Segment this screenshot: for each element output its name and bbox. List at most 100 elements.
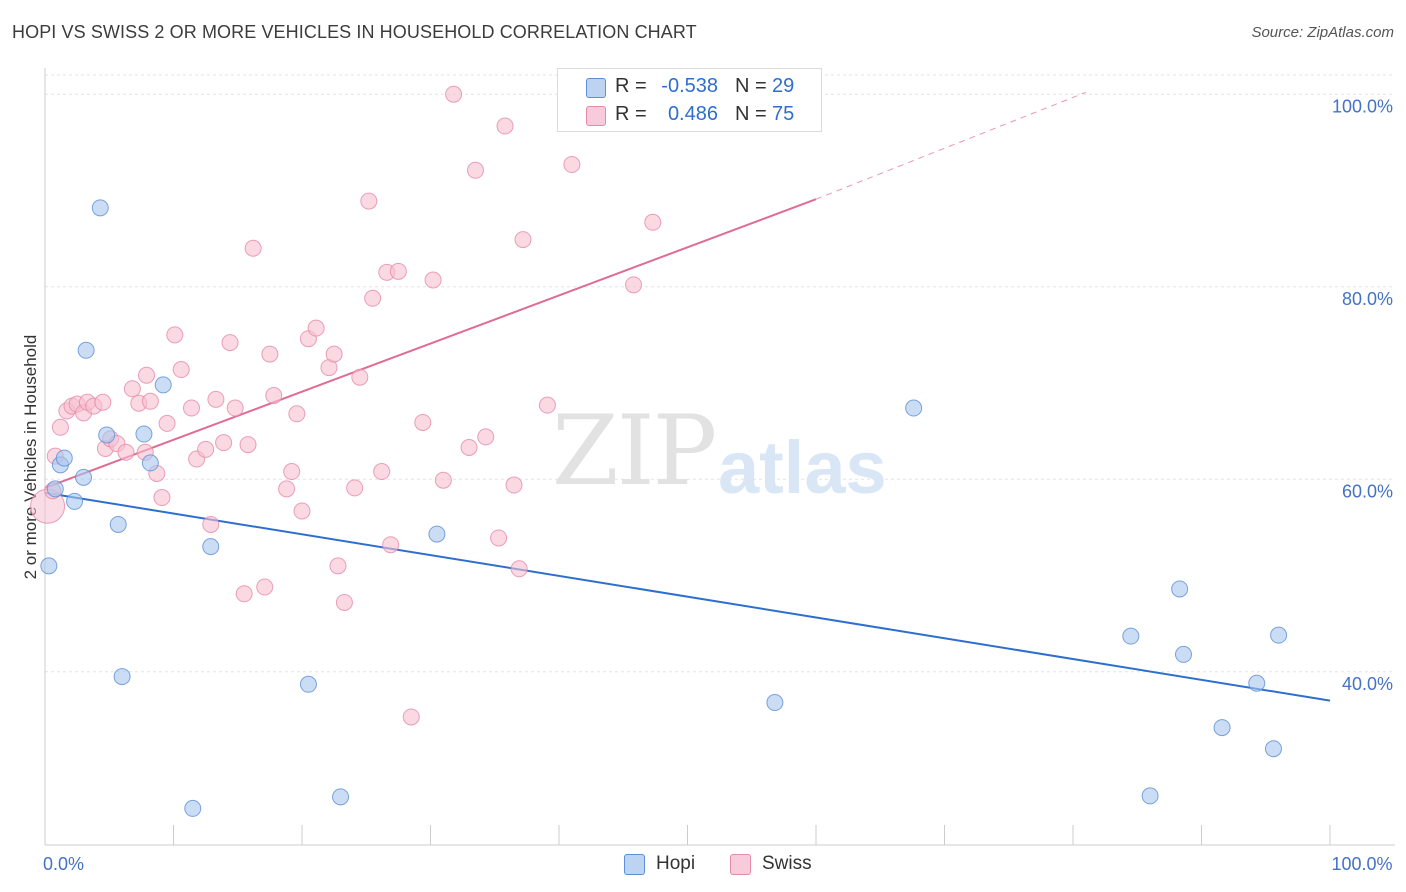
swiss-point [625,276,643,294]
hopi-point [1141,787,1159,805]
hopi-point [109,515,127,533]
legend-r-label: R = [615,75,647,97]
swiss-point [414,413,432,431]
hopi-point [1248,674,1266,692]
swiss-point [141,392,159,410]
swiss-point [288,405,306,423]
hopi-point [40,557,58,575]
correlation-legend: R = -0.538 N = 29 R = 0.486 N = 75 [557,68,822,132]
x-tick-label: 0.0% [43,854,84,874]
hopi-legend-label: Hopi [656,853,696,874]
hopi-point [1270,626,1288,644]
swiss-point [307,319,325,337]
swiss-point [445,85,463,103]
swiss-swatch-icon [586,106,606,126]
hopi-point [1122,627,1140,645]
swiss-point [166,326,184,344]
hopi-point [202,538,220,556]
swiss-point [364,289,382,307]
swiss-point [402,708,420,726]
legend-r-value: -0.538 [661,75,718,97]
watermark-zip: ZIP [552,395,717,507]
swiss-point [382,536,400,554]
legend-n-label: N = [735,75,767,97]
swiss-point [563,156,581,174]
hopi-point [66,492,84,510]
tick-labels: 40.0% 60.0% 80.0% 100.0% 0.0% 100.0% [43,96,1393,874]
legend-n-value: 75 [772,103,795,125]
hopi-point [135,425,153,443]
swiss-point [490,529,508,547]
swiss-point [158,414,176,432]
swiss-point [293,502,311,520]
swiss-point [226,399,244,417]
swiss-point [644,213,662,231]
swiss-point [51,418,69,436]
hopi-point [141,454,159,472]
hopi-point [1171,580,1189,598]
swiss-point [278,480,296,498]
legend-r-label: R = [615,103,647,125]
swiss-point [389,262,407,280]
swiss-point [505,476,523,494]
swiss-point [182,399,200,417]
swiss-point [239,436,257,454]
swiss-point [373,463,391,481]
trend-lines [44,91,1331,702]
hopi-point [55,449,73,467]
swiss-point [514,231,532,249]
swiss-point [123,380,141,398]
hopi-point [1264,740,1282,758]
swiss-point [265,387,283,405]
hopi-trend-line [44,491,1331,702]
hopi-point [1213,719,1231,737]
y-tick-label: 40.0% [1342,674,1393,694]
swiss-point [510,560,528,578]
hopi-point [332,788,350,806]
swiss-point [256,578,274,596]
y-tick-label: 100.0% [1332,96,1393,116]
hopi-point [98,426,116,444]
x-tick-label: 100.0% [1331,854,1392,874]
hopi-point [154,376,172,394]
axes [44,68,1395,846]
swiss-point [244,239,262,257]
swiss-point [477,428,495,446]
y-tick-label: 80.0% [1342,289,1393,309]
swiss-point [172,361,190,379]
swiss-point [197,440,215,458]
swiss-point [215,434,233,452]
grid-lines [45,74,1395,673]
swiss-legend-icon [730,854,751,875]
hopi-point [905,399,923,417]
swiss-point [283,463,301,481]
hopi-point [46,480,64,498]
legend-row-swiss: R = 0.486 N = 75 [558,101,821,129]
hopi-point [428,525,446,543]
hopi-point [75,468,93,486]
swiss-point [360,192,378,210]
watermark-atlas: atlas [718,426,887,509]
swiss-point [325,345,343,363]
swiss-point [434,471,452,489]
swiss-point [138,366,156,384]
legend-row-hopi: R = -0.538 N = 29 [558,73,821,101]
swiss-legend-label: Swiss [762,853,812,874]
swiss-point [424,271,442,289]
swiss-point [202,515,220,533]
data-points [30,85,1288,817]
swiss-point [153,489,171,507]
legend-n-value: 29 [772,75,795,97]
hopi-point [1175,645,1193,663]
swiss-trend-line [44,198,817,489]
swiss-point [335,593,353,611]
swiss-point [94,393,112,411]
swiss-point [235,585,253,603]
hopi-point [766,694,784,712]
hopi-swatch-icon [586,78,606,98]
swiss-point [117,443,135,461]
swiss-point [329,557,347,575]
legend-n-label: N = [735,103,767,125]
hopi-point [299,675,317,693]
